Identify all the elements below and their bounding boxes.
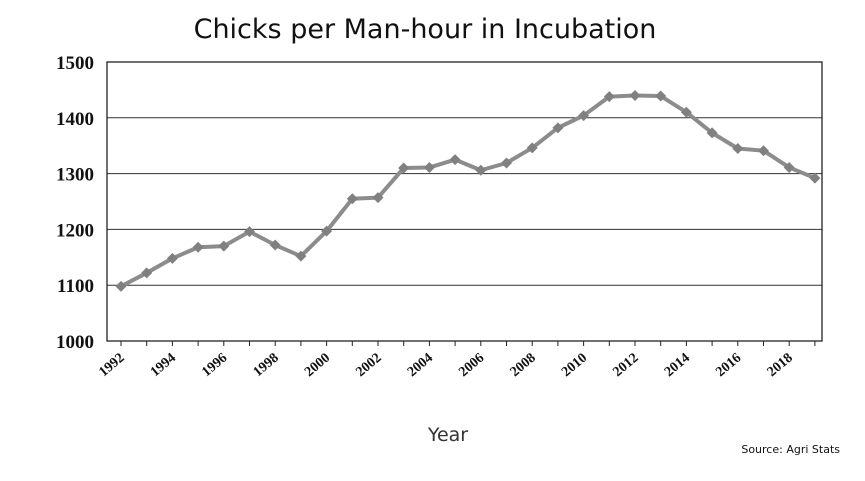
data-point-2003 bbox=[398, 162, 410, 174]
data-point-2015 bbox=[706, 127, 718, 139]
data-series bbox=[115, 89, 821, 292]
x-tick-label-1994: 1994 bbox=[148, 351, 179, 380]
x-tick-label-2000: 2000 bbox=[302, 351, 333, 380]
y-tick-label-1000: 1000 bbox=[56, 332, 94, 353]
data-point-1998 bbox=[269, 239, 281, 251]
data-point-1992 bbox=[115, 280, 127, 292]
x-tick-label-2010: 2010 bbox=[559, 351, 590, 380]
data-point-2010 bbox=[578, 110, 590, 122]
y-tick-label-1200: 1200 bbox=[56, 220, 94, 241]
data-point-1994 bbox=[166, 252, 178, 264]
x-tick-label-2012: 2012 bbox=[610, 351, 641, 380]
data-point-2019 bbox=[809, 172, 821, 184]
y-tick-label-1300: 1300 bbox=[56, 165, 94, 186]
y-tick-label-1500: 1500 bbox=[56, 53, 94, 74]
x-tick-label-2006: 2006 bbox=[456, 351, 487, 380]
data-point-2001 bbox=[346, 193, 358, 205]
data-point-2000 bbox=[321, 225, 333, 237]
gridlines bbox=[107, 61, 822, 286]
data-point-2009 bbox=[552, 122, 564, 134]
data-point-2005 bbox=[449, 154, 461, 166]
y-tick-label-1400: 1400 bbox=[56, 109, 94, 130]
x-axis-tick-labels: 1992 1994 1996 1998 2000 2002 2004 2006 2008 2010… bbox=[96, 351, 795, 380]
data-point-2007 bbox=[501, 157, 512, 169]
x-tick-label-1998: 1998 bbox=[251, 351, 282, 380]
x-tick-label-2008: 2008 bbox=[508, 351, 539, 380]
x-tick-label-1992: 1992 bbox=[96, 351, 127, 380]
y-axis-tick-labels: 1000 1100 1200 1300 1400 1500 bbox=[56, 53, 94, 353]
x-tick-label-2016: 2016 bbox=[713, 351, 744, 380]
data-point-2006 bbox=[475, 164, 487, 176]
source-note: Source: Agri Stats bbox=[741, 443, 840, 456]
y-tick-label-1100: 1100 bbox=[57, 276, 94, 297]
data-point-2008 bbox=[526, 142, 538, 154]
data-point-2018 bbox=[783, 161, 795, 173]
x-tick-label-1996: 1996 bbox=[199, 351, 230, 380]
chart-title: Chicks per Man-hour in Incubation bbox=[194, 14, 657, 45]
data-point-1997 bbox=[244, 226, 255, 238]
plot-frame bbox=[106, 61, 823, 342]
x-tick-label-2018: 2018 bbox=[765, 351, 796, 380]
data-point-1996 bbox=[218, 240, 230, 252]
x-axis-label: Year bbox=[427, 424, 468, 446]
data-point-1995 bbox=[192, 241, 204, 253]
data-point-2011 bbox=[603, 91, 615, 103]
x-tick-label-2014: 2014 bbox=[662, 351, 693, 380]
x-tick-label-2002: 2002 bbox=[353, 351, 384, 380]
data-point-1993 bbox=[141, 267, 153, 279]
data-point-2014 bbox=[680, 106, 692, 118]
axes bbox=[106, 61, 823, 346]
data-point-2013 bbox=[655, 90, 667, 102]
data-point-2016 bbox=[732, 142, 744, 154]
data-point-2017 bbox=[758, 145, 769, 157]
data-point-2002 bbox=[372, 192, 384, 204]
data-point-2004 bbox=[423, 161, 435, 173]
x-tick-label-2004: 2004 bbox=[405, 351, 436, 380]
data-point-2012 bbox=[629, 89, 641, 101]
series-line bbox=[120, 93, 816, 289]
data-point-1999 bbox=[295, 250, 307, 262]
